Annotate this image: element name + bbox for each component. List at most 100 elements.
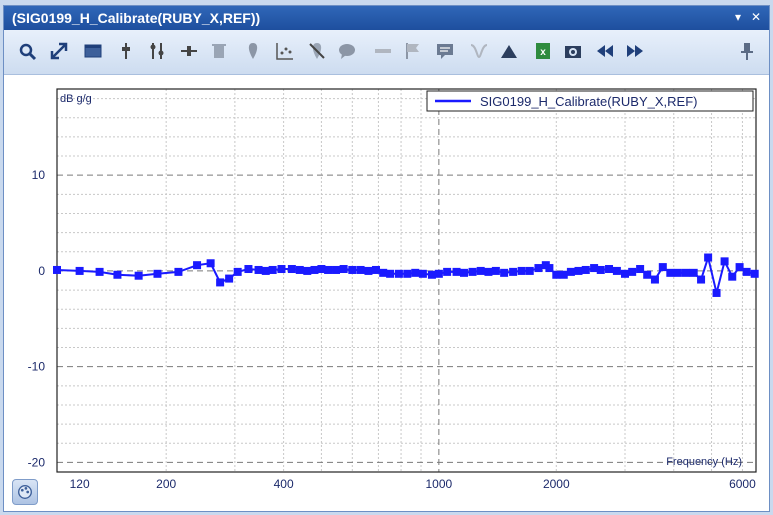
data-point[interactable] — [460, 268, 469, 277]
pin-icon[interactable] — [736, 40, 758, 62]
data-point[interactable] — [277, 265, 286, 274]
data-point[interactable] — [697, 275, 706, 284]
chart[interactable]: 10 0 -10 -20 120 200 400 1000 2000 6000 dB g/g F… — [4, 75, 769, 511]
note-icon[interactable] — [434, 40, 456, 62]
data-point[interactable] — [332, 265, 341, 274]
data-point[interactable] — [356, 265, 365, 274]
data-point[interactable] — [484, 267, 493, 276]
data-point[interactable] — [153, 269, 162, 278]
data-point[interactable] — [704, 253, 713, 262]
triangle-icon[interactable] — [498, 40, 520, 62]
data-point[interactable] — [620, 269, 629, 278]
scatter-icon[interactable] — [274, 40, 296, 62]
data-point[interactable] — [590, 264, 599, 273]
data-point[interactable] — [225, 274, 234, 283]
data-point[interactable] — [612, 266, 621, 275]
data-point[interactable] — [348, 265, 357, 274]
data-point[interactable] — [233, 267, 242, 276]
data-point[interactable] — [720, 257, 729, 266]
dropdown-icon[interactable]: ▾ — [734, 10, 742, 24]
data-point[interactable] — [517, 266, 526, 275]
data-point[interactable] — [254, 265, 263, 274]
data-point[interactable] — [566, 267, 575, 276]
data-point[interactable] — [559, 270, 568, 279]
data-point[interactable] — [525, 266, 534, 275]
camera-icon[interactable] — [562, 40, 584, 62]
data-point[interactable] — [371, 265, 380, 274]
data-point[interactable] — [452, 267, 461, 276]
data-point[interactable] — [476, 266, 485, 275]
data-point[interactable] — [53, 265, 61, 274]
data-point[interactable] — [268, 265, 277, 274]
data-point[interactable] — [552, 270, 561, 279]
data-point[interactable] — [658, 263, 667, 272]
data-point[interactable] — [216, 278, 225, 287]
data-point[interactable] — [491, 266, 500, 275]
fit-icon[interactable] — [48, 40, 70, 62]
data-point[interactable] — [324, 265, 333, 274]
data-point[interactable] — [411, 268, 420, 277]
cursor-double-icon[interactable] — [146, 40, 168, 62]
comment-icon[interactable] — [336, 40, 358, 62]
data-point[interactable] — [735, 263, 744, 272]
data-point[interactable] — [364, 266, 373, 275]
data-point[interactable] — [418, 269, 427, 278]
data-point[interactable] — [261, 266, 270, 275]
flag-icon[interactable] — [402, 40, 424, 62]
data-point[interactable] — [287, 265, 296, 274]
data-point[interactable] — [427, 270, 436, 279]
data-point[interactable] — [712, 288, 721, 297]
cursor-delta-icon[interactable] — [178, 40, 200, 62]
data-point[interactable] — [742, 267, 751, 276]
data-point[interactable] — [310, 265, 319, 274]
data-point[interactable] — [545, 264, 554, 273]
data-point[interactable] — [134, 271, 143, 280]
data-point[interactable] — [468, 267, 477, 276]
data-point[interactable] — [673, 268, 682, 277]
data-point[interactable] — [75, 266, 84, 275]
data-point[interactable] — [174, 267, 183, 276]
data-point[interactable] — [95, 267, 104, 276]
data-point[interactable] — [244, 265, 253, 274]
data-point[interactable] — [394, 269, 403, 278]
data-point[interactable] — [509, 267, 518, 276]
close-icon[interactable]: ✕ — [750, 10, 762, 24]
palette-button[interactable] — [12, 479, 38, 505]
data-point[interactable] — [574, 266, 583, 275]
data-point[interactable] — [650, 275, 659, 284]
data-point[interactable] — [750, 269, 759, 278]
data-point[interactable] — [581, 265, 590, 274]
data-point[interactable] — [605, 265, 614, 274]
data-point[interactable] — [193, 261, 202, 270]
data-point[interactable] — [643, 270, 652, 279]
next-icon[interactable] — [624, 40, 646, 62]
cursor-single-icon[interactable] — [115, 40, 137, 62]
data-point[interactable] — [303, 266, 312, 275]
data-point[interactable] — [681, 268, 690, 277]
data-point[interactable] — [403, 269, 412, 278]
data-point[interactable] — [206, 259, 215, 268]
data-point[interactable] — [113, 270, 122, 279]
data-point[interactable] — [500, 268, 509, 277]
data-point[interactable] — [339, 265, 348, 274]
legend[interactable]: SIG0199_H_Calibrate(RUBY_X,REF) — [426, 90, 754, 112]
band-icon[interactable] — [372, 40, 394, 62]
delete-icon[interactable] — [208, 40, 230, 62]
marker-icon[interactable] — [242, 40, 264, 62]
previous-icon[interactable] — [594, 40, 616, 62]
data-point[interactable] — [534, 264, 543, 273]
data-point[interactable] — [317, 265, 326, 274]
data-point[interactable] — [728, 272, 737, 281]
data-point[interactable] — [596, 265, 605, 274]
data-point[interactable] — [295, 265, 304, 274]
excel-export-icon[interactable]: x — [532, 40, 554, 62]
data-point[interactable] — [636, 265, 645, 274]
data-point[interactable] — [434, 269, 443, 278]
window-icon[interactable] — [82, 40, 104, 62]
erase-marker-icon[interactable] — [306, 40, 328, 62]
data-point[interactable] — [628, 267, 637, 276]
refresh-zoom-icon[interactable] — [16, 40, 38, 62]
data-point[interactable] — [666, 268, 675, 277]
data-point[interactable] — [689, 268, 698, 277]
data-point[interactable] — [386, 269, 395, 278]
